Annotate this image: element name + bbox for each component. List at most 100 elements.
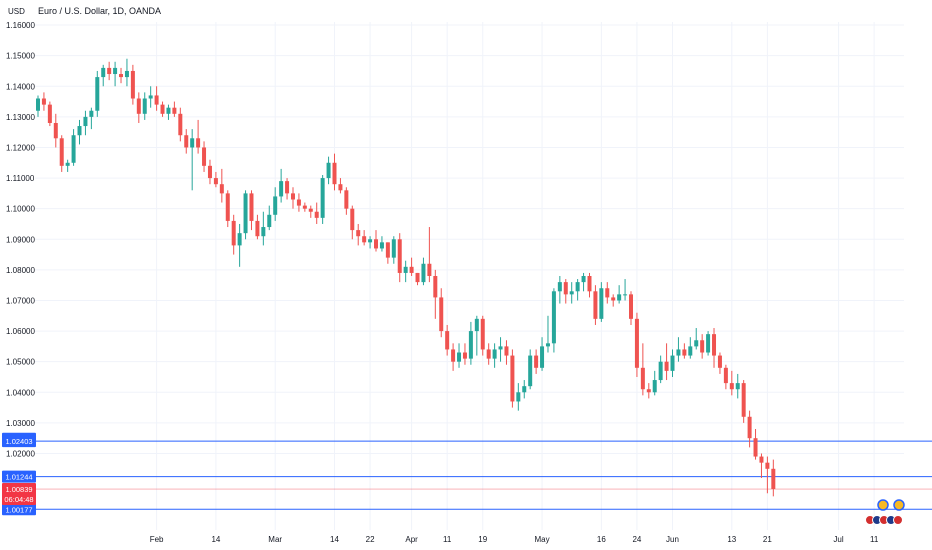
candle-body	[581, 276, 586, 283]
chart-title: Euro / U.S. Dollar, 1D, OANDA	[38, 6, 161, 16]
candle-body	[374, 239, 379, 249]
event-icon[interactable]	[893, 499, 905, 511]
candle	[587, 272, 592, 298]
price-badges: 1.024831.024031.012441.001771.0083906:04…	[2, 432, 36, 516]
candle	[136, 92, 141, 123]
level-badge-label: 1.02403	[5, 437, 32, 446]
candle-body	[427, 263, 432, 276]
candle	[664, 343, 669, 381]
grid-layer	[35, 22, 904, 530]
time-axis[interactable]: Feb 14 Mar 14 22 Apr 11 19 May 16 24 Jun 13 21 Jul 11	[150, 535, 879, 544]
candle	[385, 242, 390, 264]
candle-body	[439, 297, 444, 332]
candle-body	[664, 361, 669, 371]
candle-body	[735, 383, 740, 390]
candle	[516, 383, 521, 411]
candle-body	[480, 318, 485, 350]
candle	[486, 343, 491, 365]
candle	[172, 101, 177, 117]
candle-body	[753, 438, 758, 457]
candle	[415, 272, 420, 286]
candle	[563, 279, 568, 304]
us-flag-icon[interactable]	[893, 515, 903, 525]
candle	[231, 214, 236, 255]
candle	[575, 279, 580, 301]
candle	[41, 92, 46, 111]
candle	[771, 459, 776, 497]
candle	[504, 340, 509, 365]
candle-body	[53, 122, 58, 139]
candle-body	[338, 184, 343, 191]
candle-body	[196, 138, 201, 148]
candle-body	[741, 383, 746, 417]
event-icons[interactable]	[865, 499, 905, 525]
candle-body	[688, 346, 693, 356]
candle	[688, 337, 693, 359]
candle	[741, 380, 746, 423]
candle	[213, 171, 218, 188]
date-tick-label: 19	[478, 535, 487, 544]
candle	[646, 383, 651, 399]
candle-body	[403, 266, 408, 273]
candle-body	[326, 162, 331, 179]
candle	[379, 236, 384, 252]
candle	[338, 178, 343, 194]
candle	[712, 328, 717, 368]
price-tick-label: 1.07000	[6, 296, 35, 305]
candle	[629, 291, 633, 325]
candle	[729, 370, 734, 396]
candle	[557, 276, 562, 304]
candle-body	[148, 95, 153, 99]
candle	[391, 236, 396, 264]
date-tick-label: 11	[870, 535, 879, 544]
candle-body	[409, 266, 414, 273]
candle-body	[184, 135, 189, 148]
candle-body	[445, 331, 450, 350]
candle-body	[510, 355, 515, 402]
candle	[225, 190, 230, 228]
candle-body	[629, 294, 633, 319]
candle	[107, 61, 112, 81]
candle	[569, 282, 574, 304]
price-tick-label: 1.04000	[6, 388, 35, 397]
date-tick-label: 16	[597, 535, 606, 544]
candle	[753, 429, 758, 460]
candle	[166, 104, 171, 120]
candle	[196, 119, 201, 154]
date-tick-label: Jul	[833, 535, 843, 544]
event-icon[interactable]	[877, 499, 889, 511]
candle-body	[302, 205, 307, 209]
candle	[682, 343, 687, 359]
candle	[623, 279, 628, 301]
candle	[374, 230, 379, 252]
candle	[617, 285, 622, 304]
candle	[468, 321, 473, 365]
candles	[36, 58, 776, 497]
candle	[717, 352, 722, 374]
candle	[694, 328, 699, 350]
candle	[314, 202, 319, 224]
candle	[409, 257, 414, 276]
candle	[53, 113, 58, 148]
price-tick-label: 1.13000	[6, 113, 35, 122]
candle	[611, 294, 616, 307]
candle	[462, 343, 467, 365]
candle-body	[172, 107, 177, 114]
date-tick-label: 14	[211, 535, 220, 544]
candle-body	[605, 288, 610, 298]
price-tick-label: 1.08000	[6, 266, 35, 275]
candle-body	[433, 276, 438, 298]
candle-body	[623, 294, 628, 296]
candle	[551, 288, 556, 353]
candle-body	[83, 116, 88, 127]
price-axis[interactable]: 1.16000 1.15000 1.14000 1.13000 1.12000 1.110…	[6, 21, 35, 458]
candle	[332, 153, 337, 191]
candle	[184, 129, 189, 154]
candle	[403, 260, 408, 283]
candle	[308, 205, 313, 218]
candle	[77, 119, 82, 145]
candle-body	[557, 282, 562, 292]
candle	[344, 187, 349, 215]
candle	[160, 101, 165, 117]
